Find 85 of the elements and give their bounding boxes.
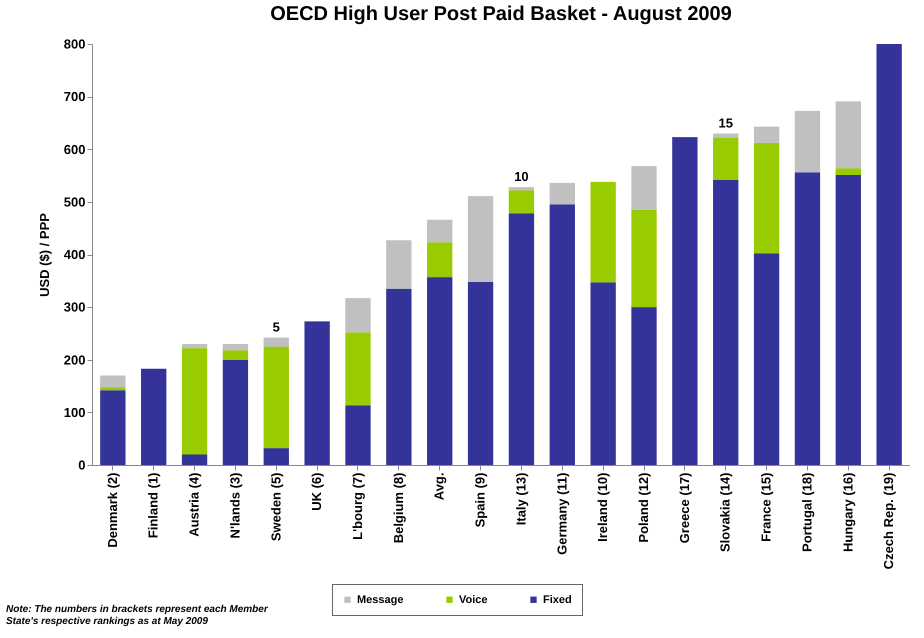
bar: [100, 376, 126, 388]
bar: [222, 344, 248, 350]
y-tick-label: 500: [64, 194, 86, 210]
bar: [182, 344, 208, 348]
x-tick-label: Belgium (8): [390, 472, 406, 544]
x-tick-label: Austria (4): [186, 472, 202, 537]
text: Note: The numbers in brackets represent each Member State's respective rankings as at May 2009: [6, 604, 270, 627]
x-tick-label: Finland (1): [146, 472, 161, 538]
bar: [876, 44, 902, 465]
bar: [427, 220, 452, 242]
legend-label: Message: [357, 594, 404, 606]
bar: [100, 387, 126, 390]
bar: [345, 332, 371, 406]
y-tick-label: 200: [64, 352, 86, 368]
bar: [182, 454, 208, 465]
legend-label: Voice: [459, 594, 488, 606]
bar: [631, 166, 657, 210]
y-tick-label: 300: [64, 300, 86, 315]
bar: [550, 182, 575, 205]
bar: [672, 137, 698, 465]
bar: [100, 390, 126, 465]
y-tick-label: 700: [64, 89, 86, 104]
legend-label: Fixed: [543, 594, 572, 606]
x-tick-label: Spain (9): [472, 472, 488, 528]
x-tick-label: N'lands (3): [227, 472, 242, 538]
bar: [222, 360, 248, 465]
bar: [264, 338, 289, 347]
bar: [264, 448, 289, 465]
y-tick-label: 400: [64, 247, 86, 262]
bar: [836, 101, 861, 168]
bar: [794, 110, 820, 172]
bar: [141, 368, 166, 465]
y-tick-label: 0: [78, 458, 86, 472]
x-tick-label: Czech Rep. (19): [881, 472, 896, 570]
x-tick-label: UK (6): [309, 472, 324, 511]
y-axis-title: USD ($) / PPP: [36, 212, 52, 297]
bar: [631, 210, 657, 308]
x-tick-label: Germany (11): [554, 472, 570, 555]
bar: [713, 133, 738, 138]
bar: [590, 282, 616, 465]
x-tick-label: Italy (13): [513, 472, 528, 526]
bar: [713, 138, 738, 180]
annotation: 15: [718, 115, 733, 130]
bar: [427, 242, 452, 278]
x-tick-label: France (15): [758, 472, 774, 542]
x-tick-label: Ireland (10): [595, 472, 610, 542]
y-tick-label: 100: [64, 404, 86, 420]
bar: [590, 182, 616, 282]
x-tick-label: Greece (17): [676, 472, 692, 544]
bar: [508, 190, 534, 214]
x-tick-label: Portugal (18): [799, 472, 814, 552]
x-tick-label: L'bourg (7): [350, 472, 365, 540]
y-tick-label: 800: [64, 36, 86, 52]
bar: [754, 142, 780, 254]
bar: [345, 406, 371, 465]
bar: [754, 126, 780, 143]
bar: [508, 213, 534, 465]
bar: [754, 253, 780, 465]
bar: [550, 204, 575, 465]
bar: [713, 180, 738, 465]
x-tick-label: Poland (12): [636, 472, 652, 543]
y-tick-label: 600: [64, 142, 86, 157]
bar: [345, 298, 371, 332]
bar: [836, 168, 861, 176]
bar: [304, 321, 330, 465]
bar: [264, 346, 289, 448]
bar: [182, 348, 208, 454]
bar: [631, 307, 657, 465]
bar: [468, 282, 494, 465]
chart-title: OECD High User Post Paid Basket - August 2009: [270, 3, 732, 25]
bar: [386, 240, 412, 289]
bar: [836, 175, 861, 465]
bar: [468, 196, 494, 282]
x-tick-label: Hungary (16): [840, 472, 856, 552]
x-tick-label: Slovakia (14): [718, 472, 733, 552]
bar: [794, 172, 820, 465]
bar: [508, 187, 534, 190]
bar: [427, 277, 452, 465]
x-tick-label: Avg.: [432, 472, 447, 500]
x-tick-label: Sweden (5): [268, 472, 284, 542]
annotation: 5: [272, 320, 280, 335]
annotation: 10: [514, 169, 529, 184]
bar: [386, 288, 412, 465]
x-tick-label: Denmark (2): [104, 472, 120, 548]
bar: [222, 350, 248, 360]
